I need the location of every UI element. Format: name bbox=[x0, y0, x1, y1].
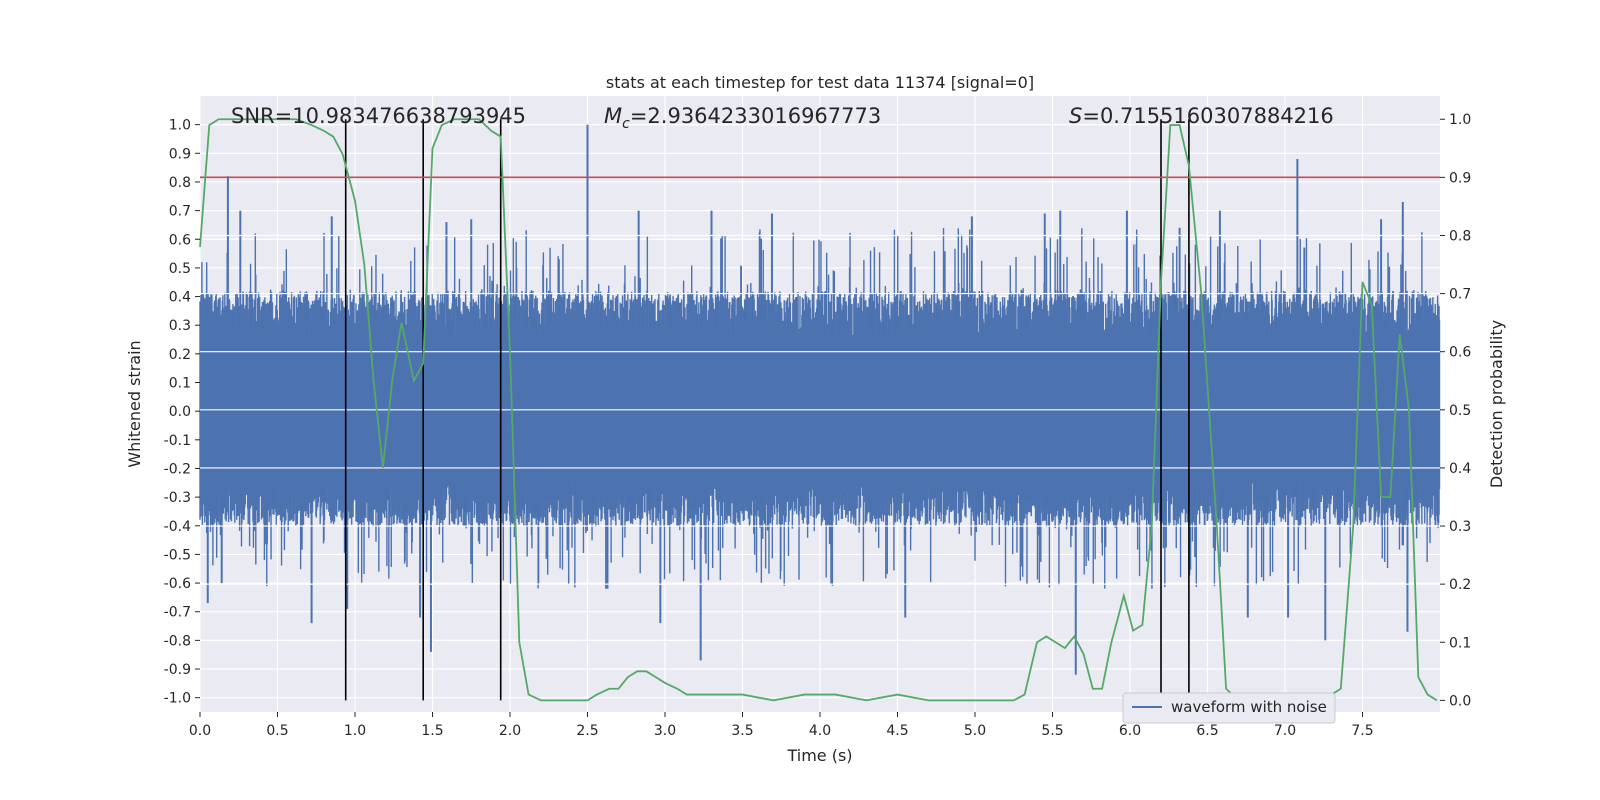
x-tick-label: 0.0 bbox=[189, 723, 211, 739]
s-annotation: S=0.7155160307884216 bbox=[1069, 104, 1334, 128]
y-tick-label: -0.5 bbox=[164, 547, 191, 563]
y-tick-label: -0.7 bbox=[164, 605, 191, 621]
chirp-mass-annotation: Mc=2.9364233016967773 bbox=[604, 104, 881, 132]
y-tick-label: -0.2 bbox=[164, 461, 191, 477]
y-tick-label: 0.7 bbox=[169, 204, 191, 220]
x-tick-label: 1.0 bbox=[344, 723, 366, 739]
legend: waveform with noise bbox=[1122, 692, 1336, 724]
y-right-tick-label: 0.9 bbox=[1449, 170, 1471, 186]
y-right-tick-label: 0.7 bbox=[1449, 287, 1471, 303]
y-right-tick-label: 0.8 bbox=[1449, 228, 1471, 244]
x-tick-label: 2.0 bbox=[499, 723, 521, 739]
x-tick-label: 5.5 bbox=[1041, 723, 1063, 739]
y-tick-label: 0.9 bbox=[169, 146, 191, 162]
y-tick-label: 0.0 bbox=[169, 404, 191, 420]
chart-title: stats at each timestep for test data 113… bbox=[606, 73, 1034, 92]
y-right-axis-ticks: 1.0 0.9 0.8 0.7 0.6 0.5 0.4 0.3 0.2 0.1 0.0 bbox=[1440, 112, 1471, 709]
y-tick-label: 0.6 bbox=[169, 232, 191, 248]
y-right-tick-label: 0.3 bbox=[1449, 519, 1471, 535]
x-tick-label: 4.5 bbox=[886, 723, 908, 739]
y-tick-label: 0.5 bbox=[169, 261, 191, 277]
y-right-tick-label: 0.1 bbox=[1449, 635, 1471, 651]
y-tick-label: 0.2 bbox=[169, 347, 191, 363]
x-tick-label: 3.5 bbox=[731, 723, 753, 739]
x-tick-label: 6.0 bbox=[1119, 723, 1141, 739]
x-tick-label: 4.0 bbox=[809, 723, 831, 739]
y-tick-label: 1.0 bbox=[169, 118, 191, 134]
x-tick-label: 0.5 bbox=[266, 723, 288, 739]
waveform-series bbox=[199, 124, 1441, 675]
vertical-lines bbox=[344, 119, 1190, 701]
x-tick-label: 5.0 bbox=[964, 723, 986, 739]
y-tick-label: -0.8 bbox=[164, 633, 191, 649]
x-axis-ticks: 0.0 0.5 1.0 1.5 2.0 2.5 3.0 3.5 4.0 4.5 5.0 5.5 6.0 6… bbox=[189, 712, 1374, 739]
x-tick-label: 6.5 bbox=[1196, 723, 1218, 739]
y-right-tick-label: 0.0 bbox=[1449, 693, 1471, 709]
x-tick-label: 7.0 bbox=[1274, 723, 1296, 739]
x-tick-label: 2.5 bbox=[576, 723, 598, 739]
legend-entry: waveform with noise bbox=[1171, 698, 1327, 716]
y-axis-label: Whitened strain bbox=[125, 340, 144, 467]
y-right-tick-label: 1.0 bbox=[1449, 112, 1471, 128]
x-tick-label: 7.5 bbox=[1351, 723, 1373, 739]
y-tick-label: 0.8 bbox=[169, 175, 191, 191]
y-right-tick-label: 0.5 bbox=[1449, 403, 1471, 419]
s-symbol: S bbox=[1069, 104, 1082, 128]
y-tick-label: -0.3 bbox=[164, 490, 191, 506]
x-axis-label: Time (s) bbox=[786, 746, 852, 765]
y-right-tick-label: 0.6 bbox=[1449, 345, 1471, 361]
y-tick-label: 0.1 bbox=[169, 376, 191, 392]
legend-box bbox=[1122, 692, 1336, 724]
y-right-tick-label: 0.4 bbox=[1449, 461, 1471, 477]
y-axis-ticks: 1.0 0.9 0.8 0.7 0.6 0.5 0.4 0.3 0.2 0.1 0.0 -0.1 -0.… bbox=[164, 118, 200, 707]
y-tick-label: -0.6 bbox=[164, 576, 191, 592]
x-tick-label: 3.0 bbox=[654, 723, 676, 739]
snr-annotation: SNR=10.983476638793945 bbox=[231, 104, 526, 128]
y-tick-label: -0.4 bbox=[164, 519, 191, 535]
x-tick-label: 1.5 bbox=[421, 723, 443, 739]
y-right-axis-label: Detection probability bbox=[1487, 320, 1506, 488]
y-right-tick-label: 0.2 bbox=[1449, 577, 1471, 593]
y-tick-label: -0.1 bbox=[164, 433, 191, 449]
y-tick-label: -1.0 bbox=[164, 691, 191, 707]
y-tick-label: 0.4 bbox=[169, 290, 191, 306]
chirp-mass-symbol: M bbox=[604, 104, 622, 128]
chirp-mass-value: =2.9364233016967773 bbox=[630, 104, 881, 128]
y-tick-label: -0.9 bbox=[164, 662, 191, 678]
s-value: =0.7155160307884216 bbox=[1082, 104, 1333, 128]
y-tick-label: 0.3 bbox=[169, 318, 191, 334]
chirp-mass-subscript: c bbox=[622, 116, 630, 132]
